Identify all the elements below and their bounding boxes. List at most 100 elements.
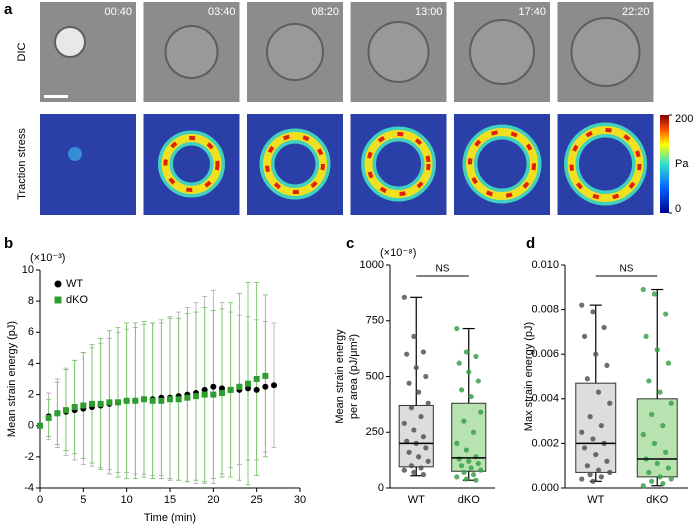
y-tick-label: -4 xyxy=(24,482,34,494)
data-point xyxy=(587,414,593,420)
data-point xyxy=(640,483,646,489)
panel-label: d xyxy=(526,235,535,252)
data-point xyxy=(425,458,431,464)
data-point xyxy=(579,302,585,308)
y-tick-label: -2 xyxy=(24,451,34,463)
point xyxy=(106,399,113,406)
data-point xyxy=(643,333,649,339)
panel-label: b xyxy=(4,235,13,252)
data-point xyxy=(406,449,412,455)
data-point xyxy=(584,463,590,469)
point xyxy=(123,397,130,404)
stress-ring xyxy=(468,130,536,198)
data-point xyxy=(593,351,599,357)
data-point xyxy=(420,349,427,355)
x-tick-label: 0 xyxy=(37,494,43,506)
point xyxy=(89,400,95,407)
data-point xyxy=(416,389,422,395)
y-axis-label: Mean strain energy xyxy=(334,329,346,424)
data-point xyxy=(475,460,481,467)
data-point xyxy=(473,477,479,483)
stress-ring xyxy=(569,128,642,200)
y-tick-label: 6 xyxy=(28,326,34,338)
data-point xyxy=(404,438,410,444)
y-tick-label: 500 xyxy=(366,370,384,382)
point xyxy=(262,372,269,379)
data-point xyxy=(607,400,613,406)
data-point xyxy=(649,411,655,418)
data-point xyxy=(646,469,652,475)
data-point xyxy=(604,458,610,464)
data-point xyxy=(581,445,588,451)
point xyxy=(97,400,104,407)
point xyxy=(175,396,182,403)
data-point xyxy=(470,472,477,478)
x-tick-label: WT xyxy=(587,494,604,506)
traction-image xyxy=(143,114,240,215)
stress-ring xyxy=(265,134,325,194)
cell xyxy=(570,17,641,87)
data-point xyxy=(640,286,646,293)
point xyxy=(132,397,139,404)
data-point xyxy=(463,447,469,453)
annotation: NS xyxy=(620,264,634,275)
data-point xyxy=(668,400,674,406)
panel-label: a xyxy=(4,1,13,18)
point xyxy=(63,407,69,414)
data-point xyxy=(468,465,474,471)
data-point xyxy=(663,311,669,317)
data-point xyxy=(458,463,465,469)
data-point xyxy=(416,454,422,460)
timestamp: 00:40 xyxy=(104,6,132,18)
x-tick-label: dKO xyxy=(458,494,480,506)
data-point xyxy=(466,458,472,464)
cell xyxy=(367,21,430,83)
point xyxy=(201,386,208,393)
data-point xyxy=(463,476,469,482)
point xyxy=(201,391,208,398)
cell xyxy=(469,19,535,85)
y-multiplier: (×10⁻⁸) xyxy=(380,247,416,259)
data-point xyxy=(401,467,407,473)
cell xyxy=(54,26,86,58)
data-point xyxy=(665,465,672,471)
data-point xyxy=(461,418,467,424)
data-point xyxy=(663,449,669,455)
y-axis-label: Mean strain energy (pJ) xyxy=(6,321,18,437)
data-point xyxy=(404,351,410,357)
point xyxy=(193,393,199,400)
point xyxy=(37,422,43,429)
point xyxy=(219,390,225,397)
data-point xyxy=(401,294,407,300)
data-point xyxy=(593,451,599,458)
data-point xyxy=(420,434,427,440)
point xyxy=(54,410,61,417)
x-tick-label: 25 xyxy=(251,494,263,506)
data-point xyxy=(646,378,652,384)
colorbar xyxy=(660,115,669,213)
point xyxy=(141,396,147,403)
data-point xyxy=(654,460,660,467)
data-point xyxy=(461,469,467,475)
y-tick-label: 250 xyxy=(366,426,384,438)
y-multiplier: (×10⁻³) xyxy=(30,252,65,264)
data-point xyxy=(579,429,585,435)
colorbar-tick-label: 200 xyxy=(675,113,693,125)
y-tick-label: 0.002 xyxy=(531,437,559,449)
data-point xyxy=(590,436,596,442)
x-tick-label: 5 xyxy=(80,494,86,506)
y-axis-label: Max strain energy (pJ) xyxy=(523,322,535,431)
x-tick-label: 10 xyxy=(121,494,133,506)
point xyxy=(262,383,269,390)
point xyxy=(236,383,243,390)
data-point xyxy=(413,364,419,371)
data-point xyxy=(454,440,460,446)
data-point xyxy=(470,429,477,435)
data-point xyxy=(584,376,590,382)
data-point xyxy=(598,422,604,429)
timestamp: 03:40 xyxy=(208,6,236,18)
data-point xyxy=(468,393,474,400)
x-axis-label: Time (min) xyxy=(144,512,196,524)
x-tick-label: 15 xyxy=(164,494,176,506)
